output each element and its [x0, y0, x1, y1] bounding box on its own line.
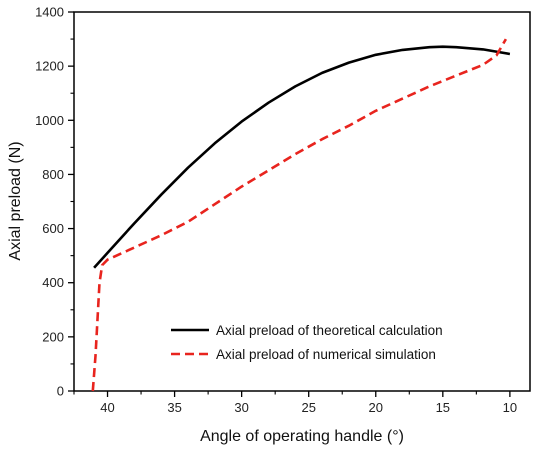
x-tick-label: 10 [503, 400, 517, 415]
y-tick-label: 1400 [35, 5, 64, 20]
series-line-numerical [91, 38, 508, 392]
y-tick-label: 1000 [35, 113, 64, 128]
y-tick-label: 600 [42, 221, 64, 236]
x-axis-title: Angle of operating handle (°) [200, 428, 404, 445]
y-tick-label: 400 [42, 275, 64, 290]
y-tick-label: 200 [42, 329, 64, 344]
x-tick-label: 30 [234, 400, 248, 415]
x-tick-label: 15 [436, 400, 450, 415]
legend: Axial preload of theoretical calculation… [171, 323, 443, 362]
x-tick-label: 25 [301, 400, 315, 415]
series-layer [91, 38, 511, 392]
y-tick-label: 1200 [35, 59, 64, 74]
x-tick-label: 20 [369, 400, 383, 415]
y-tick-label: 0 [57, 384, 64, 399]
x-tick-label: 40 [100, 400, 114, 415]
legend-label-theoretical: Axial preload of theoretical calculation [216, 323, 443, 338]
axis-ticks: 40 35 30 25 20 15 10 0 200 400 600 800 1000 1200 1400 [35, 5, 517, 416]
legend-label-numerical: Axial preload of numerical simulation [216, 347, 436, 362]
series-line-theoretical [93, 45, 511, 269]
y-tick-label: 800 [42, 167, 64, 182]
y-axis-title: Axial preload (N) [7, 141, 24, 260]
x-tick-label: 35 [167, 400, 181, 415]
